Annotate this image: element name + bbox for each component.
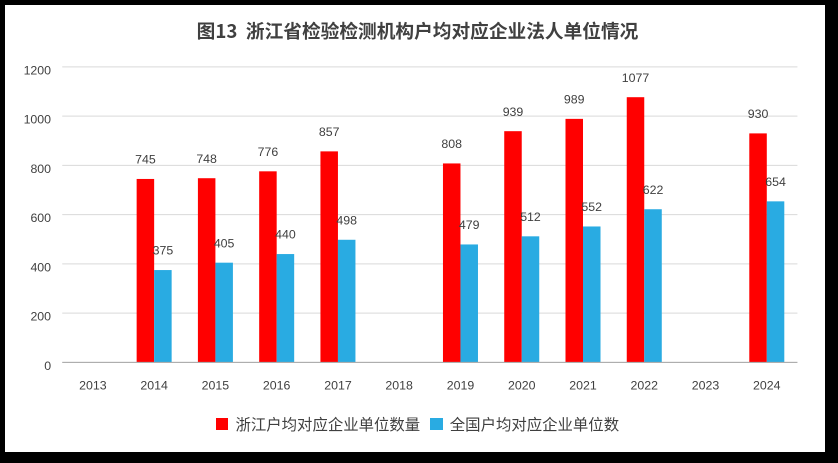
svg-text:776: 776	[258, 145, 279, 159]
svg-text:440: 440	[275, 228, 296, 242]
svg-text:2023: 2023	[692, 379, 720, 393]
svg-text:939: 939	[503, 105, 524, 119]
svg-text:2022: 2022	[630, 379, 658, 393]
svg-text:2017: 2017	[324, 379, 352, 393]
svg-text:552: 552	[581, 200, 602, 214]
svg-text:2019: 2019	[447, 379, 475, 393]
svg-text:2024: 2024	[753, 379, 781, 393]
svg-text:1077: 1077	[622, 71, 650, 85]
svg-text:375: 375	[153, 244, 174, 258]
svg-text:2018: 2018	[385, 379, 413, 393]
svg-text:2020: 2020	[508, 379, 536, 393]
svg-text:2013: 2013	[79, 379, 107, 393]
svg-text:808: 808	[441, 137, 462, 151]
svg-text:857: 857	[319, 125, 340, 139]
svg-text:2014: 2014	[140, 379, 168, 393]
svg-text:622: 622	[643, 183, 664, 197]
svg-text:1000: 1000	[24, 113, 52, 127]
svg-text:600: 600	[30, 211, 51, 225]
svg-text:405: 405	[214, 236, 235, 250]
svg-text:479: 479	[459, 218, 480, 232]
svg-text:512: 512	[520, 210, 541, 224]
svg-text:748: 748	[196, 152, 217, 166]
svg-text:800: 800	[30, 162, 51, 176]
svg-text:654: 654	[765, 175, 786, 189]
svg-text:989: 989	[564, 92, 585, 106]
svg-text:930: 930	[748, 107, 769, 121]
svg-text:2021: 2021	[569, 379, 597, 393]
svg-text:1200: 1200	[24, 63, 52, 77]
svg-text:400: 400	[30, 260, 51, 274]
svg-text:0: 0	[44, 359, 51, 373]
svg-text:2016: 2016	[263, 379, 291, 393]
svg-text:498: 498	[336, 213, 357, 227]
svg-text:2015: 2015	[202, 379, 230, 393]
svg-text:200: 200	[30, 310, 51, 324]
svg-text:745: 745	[135, 153, 156, 167]
